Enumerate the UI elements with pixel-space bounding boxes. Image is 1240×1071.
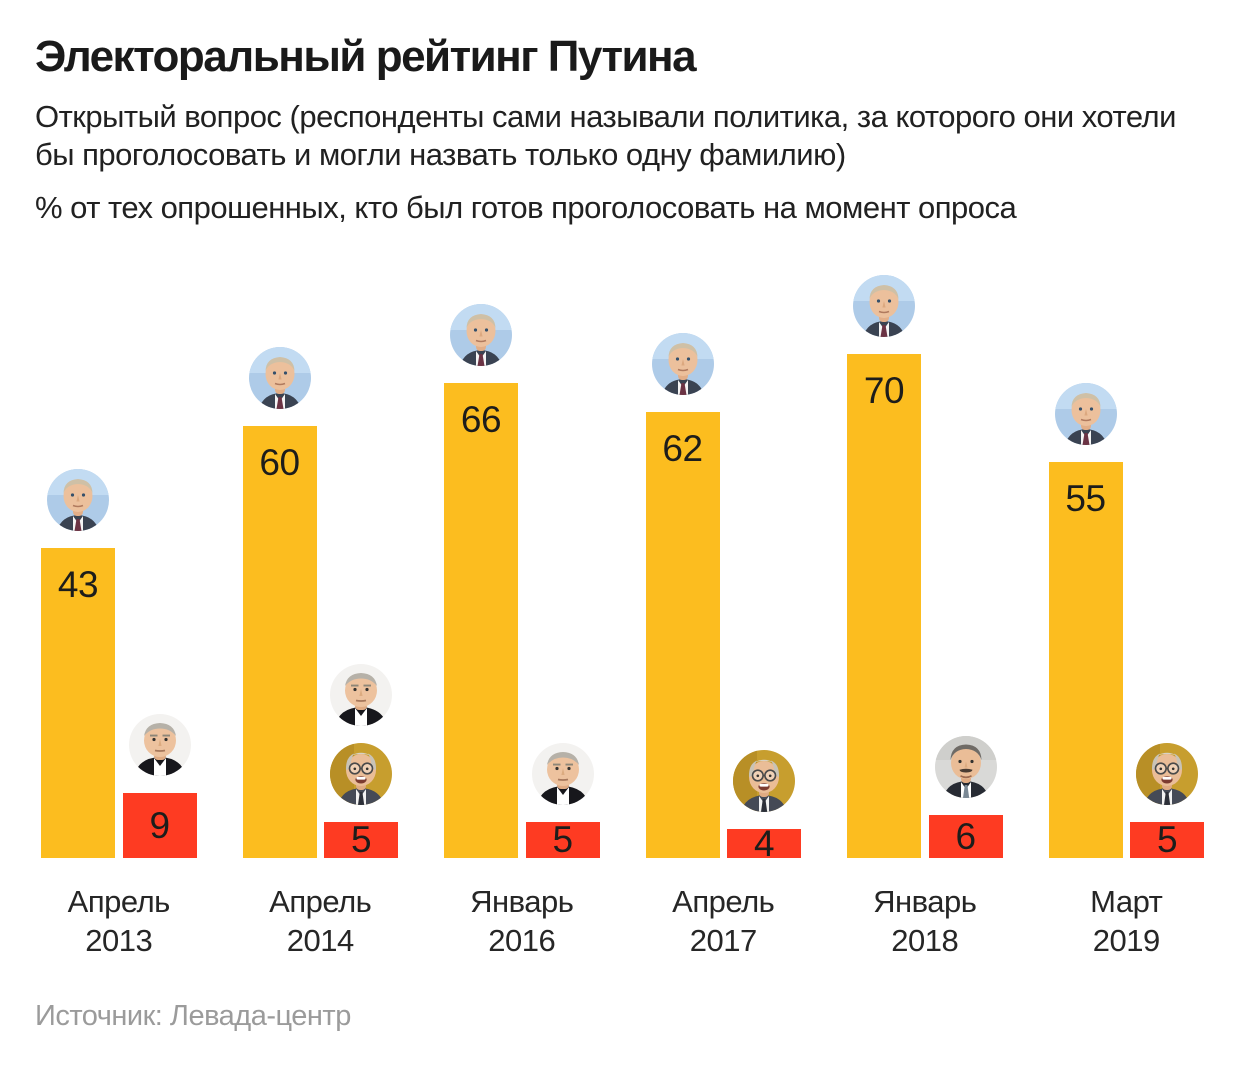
category-month: Апрель — [269, 884, 372, 919]
putin-avatar — [853, 275, 915, 337]
grudinin-avatar — [934, 736, 997, 798]
zyuganov-avatar — [531, 743, 594, 805]
category-year: 2018 — [891, 923, 959, 958]
category-year: 2013 — [85, 923, 153, 958]
category-year: 2014 — [286, 923, 354, 958]
rival-bar: 4 — [727, 822, 801, 864]
rival-bar: 5 — [324, 819, 398, 860]
putin-avatar — [248, 347, 311, 409]
putin-bar: 66 — [444, 383, 518, 858]
rival-bar-value: 6 — [955, 815, 976, 857]
category-label: Апрель 2013 — [19, 882, 219, 960]
category-label: Январь 2016 — [422, 882, 622, 960]
category-label: Январь 2018 — [825, 882, 1025, 960]
rival-bar: 6 — [928, 815, 1003, 858]
putin-bar: 43 — [41, 548, 115, 858]
category-month: Апрель — [67, 884, 171, 919]
rival-bar: 5 — [525, 819, 600, 860]
rival-bar-value: 5 — [552, 819, 573, 860]
rival-bar: 5 — [1130, 819, 1204, 860]
putin-bar: 55 — [1048, 462, 1123, 858]
putin-bar: 70 — [847, 354, 921, 858]
category-label: Апрель 2014 — [220, 882, 420, 960]
rival-bar-value: 5 — [1156, 819, 1178, 860]
category-month: Январь — [470, 884, 574, 919]
rival-bar-value: 4 — [753, 822, 775, 864]
putin-bar-value: 62 — [662, 428, 703, 469]
putin-bar-value: 70 — [863, 370, 905, 411]
putin-bar-value: 66 — [460, 399, 502, 440]
zhirinovsky-avatar — [330, 743, 392, 805]
chart-title: Электоральный рейтинг Путина — [35, 32, 697, 81]
category-year: 2019 — [1092, 923, 1160, 958]
putin-bar-value: 55 — [1065, 478, 1106, 519]
category-month: Апрель — [672, 884, 775, 919]
putin-avatar — [47, 469, 109, 531]
rival-bar-value: 9 — [149, 804, 170, 846]
putin-bar-value: 43 — [57, 564, 99, 605]
putin-avatar — [1054, 383, 1117, 445]
rival-bar-value: 5 — [350, 819, 372, 860]
zhirinovsky-avatar — [733, 750, 795, 812]
zhirinovsky-avatar — [1136, 743, 1198, 805]
putin-bar: 62 — [645, 412, 720, 858]
chart-note: % от тех опрошенных, кто был готов прого… — [35, 190, 1017, 225]
category-month: Март — [1090, 884, 1163, 919]
category-label: Апрель 2017 — [623, 882, 823, 960]
source-credit: Источник: Левада-центр — [35, 1000, 351, 1032]
putin-avatar — [651, 333, 714, 395]
category-year: 2017 — [689, 923, 757, 958]
category-year: 2016 — [488, 923, 556, 958]
putin-avatar — [450, 304, 512, 366]
rival-bar: 9 — [122, 793, 197, 858]
chart-subtitle: Открытый вопрос (респонденты сами называ… — [35, 99, 1176, 172]
zyuganov-avatar — [128, 714, 191, 776]
putin-bar: 60 — [242, 426, 317, 858]
zyuganov-avatar — [330, 664, 392, 726]
category-month: Январь — [873, 884, 977, 919]
putin-bar-value: 60 — [259, 442, 300, 483]
category-label: Март 2019 — [1026, 882, 1226, 960]
